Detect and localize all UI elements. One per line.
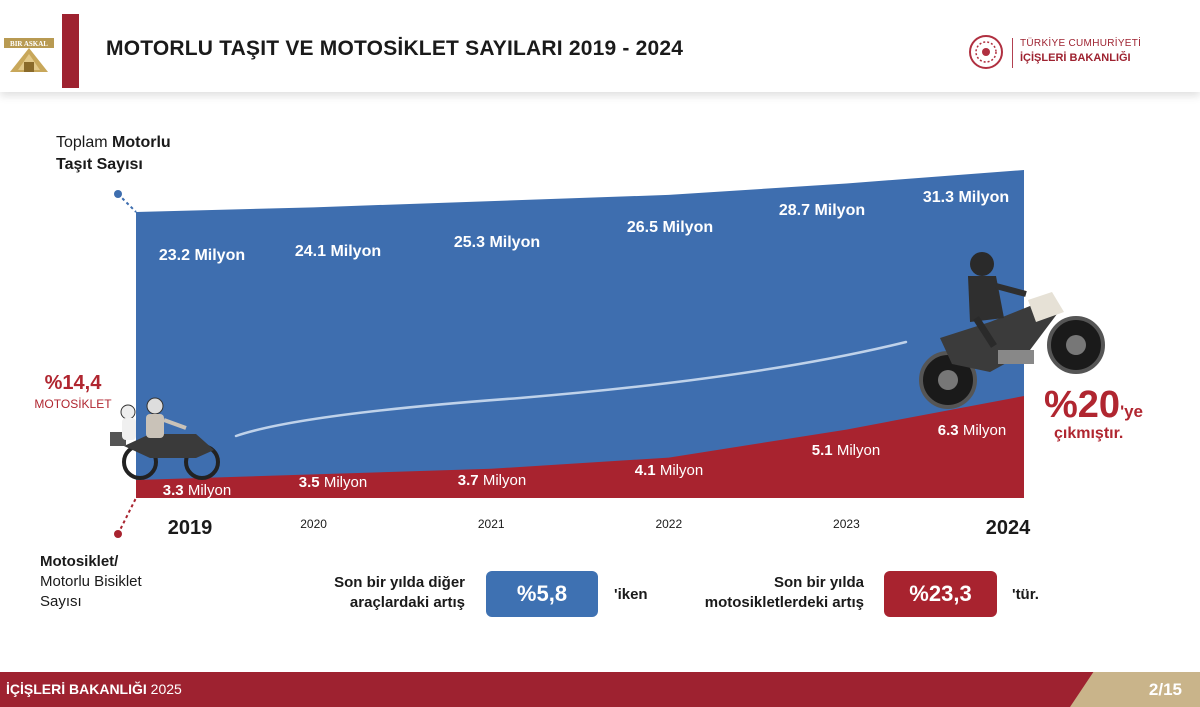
- motorcycle-share-2024: %20'ye çıkmıştır.: [1044, 384, 1144, 442]
- page-number-tab: [1070, 672, 1200, 707]
- electric-motorcycle-icon: [919, 252, 1105, 409]
- page-number: 2/15: [1148, 680, 1182, 699]
- scooter-couple-icon: [110, 397, 220, 480]
- page-title: MOTORLU TAŞIT VE MOTOSİKLET SAYILARI 201…: [106, 37, 684, 60]
- total-vehicles-area: [136, 170, 1024, 498]
- total-value-label: 28.7 Milyon: [779, 202, 865, 219]
- ministry-divider: [1012, 38, 1013, 68]
- x-tick-label: 2024: [986, 517, 1031, 539]
- total-value-labels: 23.2 Milyon 24.1 Milyon 25.3 Milyon 26.5 Mi…: [159, 189, 1009, 264]
- motorcycle-value-labels: 3.3 Milyon 3.5 Milyon 3.7 Milyon 4.1 Milyon…: [163, 422, 1006, 499]
- other-vehicles-increase-badge: %5,8: [486, 571, 598, 617]
- crest-logo-icon: BIR ASKAL: [4, 38, 54, 72]
- x-tick-label: 2023: [833, 517, 860, 531]
- motorcycle-value-label: 5.1 Milyon: [812, 442, 880, 459]
- motorcycle-value-label: 6.3 Milyon: [938, 422, 1006, 439]
- motorcycle-value-label: 3.3 Milyon: [163, 482, 231, 499]
- ministry-country: TÜRKİYE CUMHURİYETİ: [1020, 38, 1142, 49]
- motorcycle-area: [136, 396, 1024, 498]
- iken-suffix: 'iken: [614, 586, 648, 603]
- footer: İÇİŞLERİ BAKANLIĞI 2025 2/15: [0, 672, 1200, 707]
- motorcycle-increase-text: Son bir yılda motosikletlerdeki artış: [704, 574, 864, 611]
- motorcycle-value-label: 3.5 Milyon: [299, 474, 367, 491]
- motorcycle-increase-badge: %23,3: [884, 571, 997, 617]
- ministry-emblem-icon: [969, 35, 1003, 69]
- motorcycle-share-label: %14,4 MOTOSİKLET: [34, 372, 112, 411]
- footer-ministry: İÇİŞLERİ BAKANLIĞI 2025: [6, 681, 182, 697]
- total-value-label: 23.2 Milyon: [159, 247, 245, 264]
- label-connectors: [114, 190, 137, 538]
- total-value-label: 24.1 Milyon: [295, 243, 381, 260]
- ministry-name: İÇİŞLERİ BAKANLIĞI: [1020, 52, 1131, 64]
- total-value-label: 26.5 Milyon: [627, 219, 713, 236]
- x-tick-label: 2020: [300, 517, 327, 531]
- tur-suffix: 'tür.: [1012, 586, 1039, 603]
- x-tick-label: 2019: [168, 517, 213, 539]
- x-tick-label: 2021: [478, 517, 505, 531]
- trend-curve: [234, 340, 908, 438]
- total-vehicles-label: Toplam Motorlu Taşıt Sayısı: [56, 134, 171, 173]
- total-value-label: 31.3 Milyon: [923, 189, 1009, 206]
- motorcycle-count-label: Motosiklet/ Motorlu Bisiklet Sayısı: [40, 553, 142, 610]
- header-accent-bar: [62, 14, 79, 88]
- header: BIR ASKAL MOTORLU TAŞIT VE MOTOSİKLET SA…: [0, 0, 1200, 92]
- svg-text:BIR ASKAL: BIR ASKAL: [10, 40, 48, 48]
- total-value-label: 25.3 Milyon: [454, 234, 540, 251]
- other-vehicles-increase-text: Son bir yılda diğer araçlardaki artış: [334, 574, 465, 611]
- motorcycle-value-label: 4.1 Milyon: [635, 462, 703, 479]
- ministry-logo: TÜRKİYE CUMHURİYETİ İÇİŞLERİ BAKANLIĞI: [968, 34, 1158, 74]
- total-connector-line: [117, 193, 137, 213]
- motorcycle-value-label: 3.7 Milyon: [458, 472, 526, 489]
- x-axis-ticks: 2019 2020 2021 2022 2023 2024: [168, 517, 1031, 539]
- moto-connector-line: [117, 497, 137, 535]
- x-tick-label: 2022: [655, 517, 682, 531]
